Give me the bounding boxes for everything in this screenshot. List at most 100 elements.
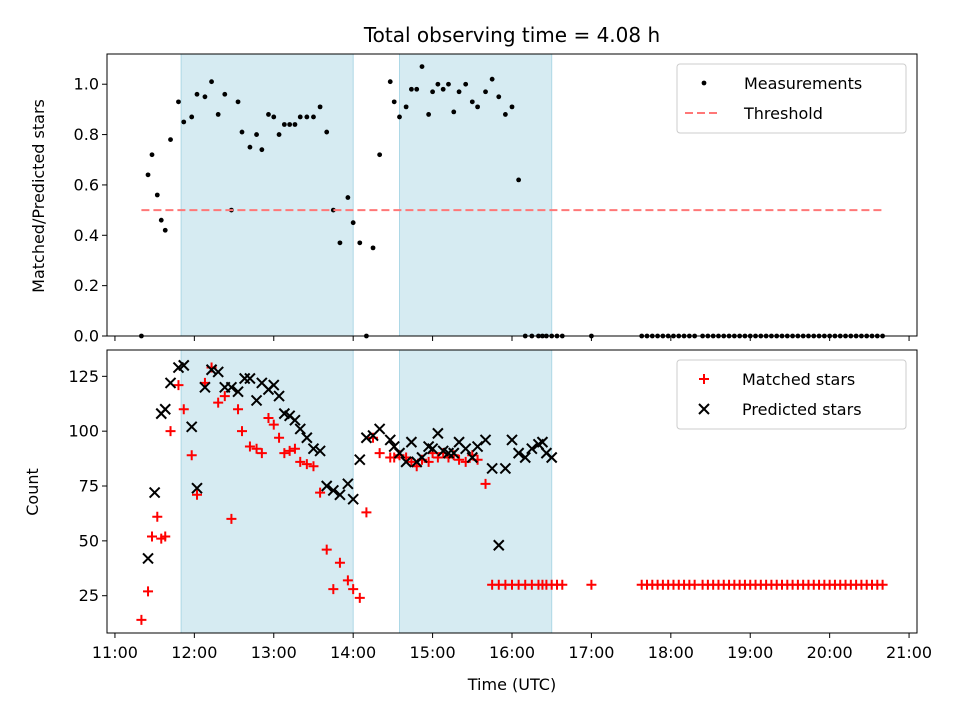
predicted-star-point — [536, 436, 549, 448]
matched-star-point — [279, 448, 290, 459]
predicted-star-point — [405, 436, 418, 448]
matched-star-point — [877, 579, 888, 590]
matched-star-point — [354, 592, 365, 603]
shaded-interval-1 — [180, 349, 354, 634]
measurement-point — [403, 104, 409, 110]
x-tick-label: 20:00 — [807, 643, 853, 662]
predicted-star-point — [334, 489, 346, 501]
predicted-star-point — [301, 432, 313, 444]
matched-star-point — [165, 426, 176, 437]
predicted-star-point — [506, 434, 518, 446]
predicted-star-point — [384, 434, 396, 446]
measurement-point — [247, 144, 253, 150]
predicted-star-point — [499, 462, 512, 475]
measurement-point — [202, 94, 208, 100]
matched-star-point — [219, 391, 230, 402]
predicted-star-point — [185, 421, 198, 433]
predicted-star-point — [327, 484, 340, 497]
predicted-star-point — [426, 443, 439, 455]
predicted-star-point — [526, 443, 538, 455]
predicted-star-point — [342, 478, 354, 490]
predicted-star-point — [148, 486, 161, 499]
x-tick-label: 19:00 — [727, 643, 773, 662]
measurement-point — [345, 195, 351, 200]
measurement-point — [391, 99, 397, 105]
bottom-legend: Matched stars Predicted stars — [676, 359, 907, 430]
predicted-star-point — [493, 539, 505, 551]
matched-star-point — [289, 443, 300, 454]
measurement-point — [168, 137, 173, 143]
predicted-star-point — [373, 423, 386, 435]
measurement-point — [276, 132, 282, 137]
measurement-point — [502, 112, 508, 117]
x-tick-label: 15:00 — [410, 643, 456, 662]
top-panel: 0.0 0.2 0.4 0.6 0.8 1.0 Total observing time … — [29, 23, 918, 346]
matched-star-point — [237, 426, 247, 437]
measurement-point — [516, 177, 522, 183]
measurement-point — [475, 104, 480, 110]
predicted-star-point — [479, 434, 492, 446]
shaded-interval-2 — [399, 349, 553, 634]
x-tick-label: 17:00 — [568, 643, 614, 662]
matched-star-point — [233, 404, 244, 415]
measurement-point — [430, 89, 435, 95]
measurement-point — [259, 147, 265, 153]
predicted-star-point — [512, 447, 525, 459]
y-tick-label: 0.2 — [74, 276, 99, 295]
measurement-point — [357, 240, 363, 246]
matched-star-point — [301, 459, 312, 470]
predicted-star-point — [225, 381, 238, 394]
measurement-point — [397, 114, 402, 120]
bottom-y-ticks: 25 50 75 100 125 — [68, 367, 107, 605]
matched-star-point — [480, 478, 491, 489]
matched-star-point — [244, 441, 255, 452]
matched-star-point — [226, 513, 237, 524]
measurement-point — [189, 114, 195, 120]
measurement-point — [414, 86, 420, 92]
matched-star-point — [136, 614, 147, 625]
predicted-star-point — [320, 480, 333, 492]
legend-marker-swatch — [701, 80, 707, 86]
legend-marker-swatch — [699, 374, 709, 384]
measurement-point — [239, 129, 245, 135]
measurement-point — [370, 245, 376, 251]
top-y-axis-label: Matched/Predicted stars — [29, 99, 48, 293]
legend-label: Predicted stars — [742, 400, 862, 419]
measurement-point — [304, 114, 310, 120]
matched-star-point — [268, 419, 279, 430]
top-legend: Measurements Threshold — [676, 63, 907, 134]
bottom-y-axis-label: Count — [23, 468, 42, 516]
legend-label: Matched stars — [742, 370, 855, 389]
measurement-point — [162, 227, 168, 233]
top-shaded-intervals — [180, 53, 553, 337]
measurement-point — [266, 112, 271, 117]
measurement-point — [483, 89, 488, 95]
matched-star-point — [284, 445, 295, 456]
predicted-star-point — [307, 443, 320, 455]
predicted-star-point — [273, 390, 285, 402]
y-tick-label: 25 — [79, 586, 99, 605]
measurement-point — [149, 152, 155, 158]
matched-star-point — [557, 579, 568, 590]
measurement-point — [176, 99, 181, 105]
bottom-shaded-intervals — [180, 349, 553, 634]
measurement-point — [158, 217, 164, 223]
predicted-star-point — [159, 403, 171, 415]
measurement-point — [469, 99, 475, 105]
measurement-point — [350, 220, 356, 226]
measurement-point — [377, 152, 383, 158]
matched-star-point — [186, 450, 197, 461]
x-tick-label: 13:00 — [251, 643, 297, 662]
legend-label: Measurements — [744, 74, 862, 93]
legend-label: Threshold — [743, 104, 823, 123]
measurement-point — [271, 114, 277, 120]
matched-star-point — [160, 531, 171, 542]
y-tick-label: 0.0 — [74, 327, 99, 346]
matched-star-point — [342, 575, 353, 586]
shaded-interval-1 — [180, 53, 354, 337]
matched-star-point — [147, 531, 157, 542]
measurement-point — [145, 172, 151, 178]
matched-star-point — [152, 511, 163, 522]
measurement-point — [324, 129, 330, 135]
predicted-star-point — [268, 379, 280, 391]
